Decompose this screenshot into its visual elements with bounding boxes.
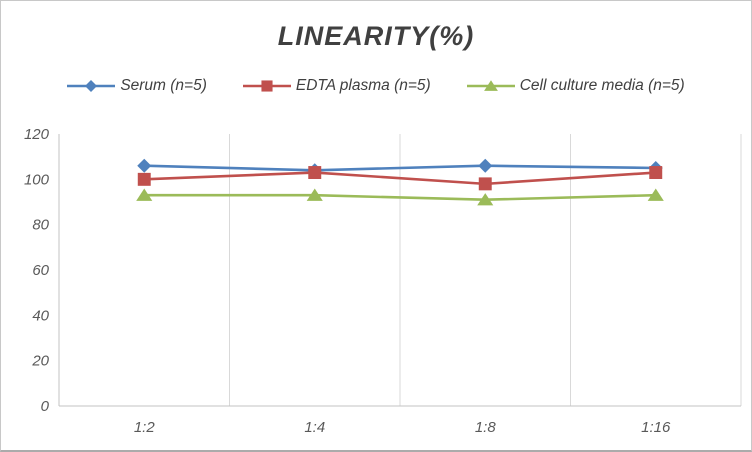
y-tick-label: 120	[24, 126, 50, 143]
legend-item: EDTA plasma (n=5)	[242, 77, 431, 95]
y-tick-label: 80	[32, 217, 49, 234]
chart-legend: Serum (n=5) EDTA plasma (n=5) Cell culture…	[1, 77, 751, 95]
square-marker	[308, 166, 322, 180]
triangle-legend-swatch-icon	[466, 80, 515, 91]
y-tick-label: 20	[31, 353, 49, 370]
square-marker	[478, 177, 492, 191]
legend-item: Cell culture media (n=5)	[466, 77, 685, 95]
triangle-marker	[477, 193, 494, 206]
square-legend-swatch-icon	[242, 80, 291, 92]
chart-title: LINEARITY(%)	[277, 21, 475, 51]
square-marker	[137, 172, 151, 186]
legend-label: Cell culture media (n=5)	[519, 77, 685, 94]
y-tick-label: 0	[41, 398, 50, 415]
series-line	[144, 193, 656, 202]
triangle-marker	[483, 80, 498, 91]
triangle-marker	[136, 188, 153, 201]
diamond-marker	[85, 80, 98, 92]
x-tick-label: 1:8	[475, 419, 497, 436]
square-marker	[261, 80, 273, 92]
legend-label: Serum (n=5)	[120, 77, 207, 94]
series-group	[136, 188, 664, 206]
triangle-marker	[306, 188, 323, 201]
x-tick-label: 1:16	[641, 419, 671, 436]
x-tick-label: 1:2	[134, 419, 156, 436]
triangle-marker	[647, 188, 664, 201]
x-tick-label: 1:4	[304, 419, 325, 436]
legend-label: EDTA plasma (n=5)	[295, 77, 431, 94]
series-line	[144, 171, 656, 186]
series-line	[144, 164, 656, 172]
square-marker	[649, 166, 663, 180]
y-tick-label: 40	[32, 307, 49, 324]
diamond-marker	[478, 158, 493, 173]
series-group	[137, 166, 663, 191]
diamond-marker	[137, 158, 152, 173]
y-tick-label: 100	[24, 171, 50, 188]
legend-item: Serum (n=5)	[67, 77, 207, 95]
y-tick-label: 60	[32, 262, 49, 279]
diamond-legend-swatch-icon	[67, 80, 116, 92]
